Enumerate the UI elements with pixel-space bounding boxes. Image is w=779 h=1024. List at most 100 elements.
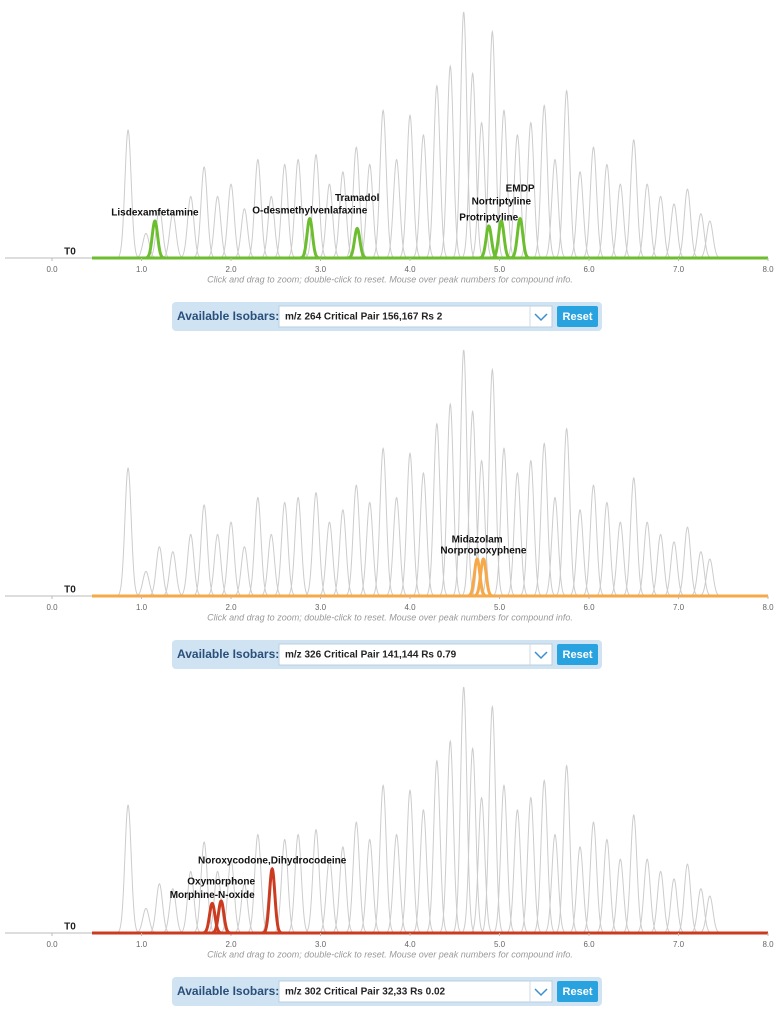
background-peak (285, 833, 311, 934)
peak-label: Morphine-N-oxide (170, 890, 255, 901)
compound-peak (490, 219, 513, 260)
peak-label: Noroxycodone,Dihydrocodeine (198, 856, 347, 867)
x-tick-label: 7.0 (673, 603, 685, 612)
x-tick-label: 2.0 (225, 603, 237, 612)
select-chevron[interactable] (534, 988, 548, 997)
x-tick-label: 4.0 (404, 940, 416, 949)
background-peak (437, 64, 463, 259)
reset-button[interactable] (557, 644, 598, 665)
background-peak (245, 158, 271, 259)
background-peak (674, 188, 700, 259)
chromatogram: T0 0.0 1.0 2.0 3.0 4.0 5.0 6.0 7.0 8.0 Click and d… (5, 686, 774, 1006)
reset-button[interactable] (557, 306, 598, 327)
reset-label[interactable]: Reset (563, 311, 593, 323)
background-peak (115, 466, 141, 597)
background-peak (191, 504, 217, 597)
x-tick-label: 6.0 (583, 603, 595, 612)
isobar-select[interactable] (278, 980, 553, 1003)
background-peak (469, 796, 495, 934)
x-tick-label: 2.0 (225, 940, 237, 949)
background-peak (330, 509, 356, 597)
compound-peak (509, 216, 531, 260)
peak-label: EMDP (506, 183, 535, 194)
background-peak (357, 838, 383, 934)
background-peak (384, 158, 410, 259)
reset-label[interactable]: Reset (563, 649, 593, 661)
compound-peak (261, 866, 283, 935)
background-peak (648, 533, 674, 597)
background-peak (580, 484, 607, 597)
background-peak (437, 739, 463, 934)
isobar-select[interactable] (278, 305, 553, 328)
x-tick-label: 8.0 (762, 940, 774, 949)
x-tick-label: 6.0 (583, 265, 595, 274)
peak-label: Nortriptyline (472, 197, 532, 208)
t0-label: T0 (64, 247, 76, 258)
x-tick-label: 5.0 (494, 265, 506, 274)
background-peak (384, 833, 410, 934)
background-peak (542, 496, 568, 597)
peak-label: Norpropoxyphene (440, 546, 527, 557)
x-tick-label: 8.0 (762, 603, 774, 612)
t0-label: T0 (64, 922, 76, 933)
background-peak (554, 89, 580, 259)
background-peak (594, 163, 620, 259)
background-peak (621, 476, 647, 597)
reset-button[interactable] (557, 981, 598, 1002)
background-peak (133, 232, 159, 259)
compound-peak (144, 219, 166, 260)
isobar-selection[interactable]: m/z 302 Critical Pair 32,33 Rs 0.02 (285, 987, 446, 998)
background-peak (410, 133, 436, 259)
background-peak (674, 863, 700, 934)
background-peak (697, 895, 723, 934)
background-peak (607, 521, 633, 597)
background-peak (621, 813, 647, 934)
note: Click and drag to zoom; double-click to … (207, 612, 573, 622)
background-peak (115, 803, 141, 934)
background-peak (697, 558, 723, 597)
background-peak (491, 784, 517, 934)
reset-label[interactable]: Reset (563, 986, 593, 998)
background-peak (518, 459, 544, 597)
background-peak (607, 183, 633, 259)
background-peak (531, 104, 557, 259)
x-tick-label: 0.0 (46, 603, 58, 612)
background-peak (370, 784, 396, 934)
background-peak (343, 484, 369, 597)
select-chevron[interactable] (534, 651, 548, 660)
isobar-selection[interactable]: m/z 326 Critical Pair 141,144 Rs 0.79 (285, 650, 457, 661)
isobar-label: Available Isobars: (177, 309, 279, 323)
background-peak (451, 686, 477, 934)
background-peak (594, 838, 620, 934)
background-peak (469, 121, 495, 259)
compound-peak (472, 557, 495, 598)
background-peak (437, 402, 463, 597)
background-peak (424, 84, 450, 259)
background-peak (316, 521, 343, 597)
chromatogram: T0 0.0 1.0 2.0 3.0 4.0 5.0 6.0 7.0 8.0 Click and d… (5, 11, 774, 331)
background-peak (674, 526, 700, 597)
background-peak (357, 501, 383, 597)
isobar-label: Available Isobars: (177, 984, 279, 998)
background-peak (258, 533, 284, 597)
x-tick-label: 3.0 (315, 603, 327, 612)
x-tick-label: 3.0 (315, 940, 327, 949)
background-peak (397, 452, 423, 597)
background-peak (542, 833, 568, 934)
compound-peak (477, 224, 500, 260)
background-peak (648, 195, 674, 259)
background-peak (504, 808, 530, 934)
select-chevron[interactable] (534, 313, 548, 322)
peak-label: Protriptyline (459, 213, 518, 224)
background-peak (451, 11, 477, 259)
x-tick-label: 4.0 (404, 265, 416, 274)
background-peak (531, 779, 557, 934)
isobar-select[interactable] (278, 643, 553, 666)
compound-peak (210, 899, 232, 935)
background-peak (410, 808, 436, 934)
background-peak (542, 158, 568, 259)
background-peak (567, 171, 593, 259)
isobar-selection[interactable]: m/z 264 Critical Pair 156,167 Rs 2 (285, 312, 443, 323)
x-tick-label: 7.0 (673, 940, 685, 949)
background-peak (479, 704, 505, 934)
